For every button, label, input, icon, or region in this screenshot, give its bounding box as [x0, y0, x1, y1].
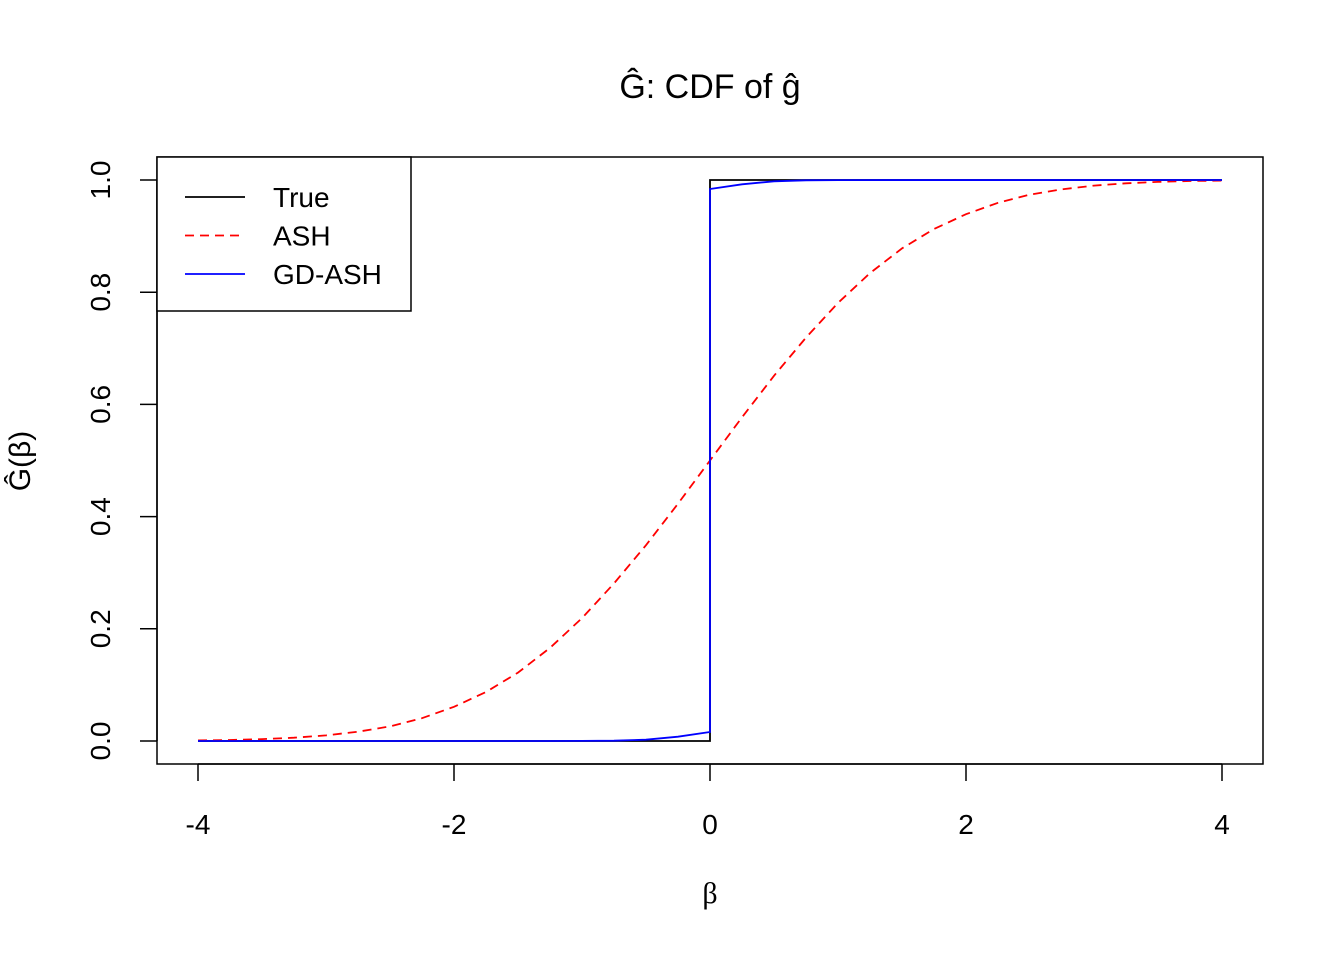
y-tick-label: 0.8	[85, 273, 116, 312]
y-tick-label: 0.2	[85, 609, 116, 648]
x-tick-label: -4	[186, 809, 211, 840]
y-axis: 0.0 0.2 0.4 0.6 0.8 1.0	[85, 161, 158, 761]
chart-title: Ĝ: CDF of ĝ	[619, 68, 800, 106]
legend: True ASH GD-ASH	[156, 156, 412, 312]
x-tick-label: -2	[442, 809, 467, 840]
legend-box	[156, 156, 412, 312]
legend-label: ASH	[273, 221, 331, 252]
x-tick-label: 4	[1214, 809, 1230, 840]
x-tick-label: 2	[958, 809, 974, 840]
y-tick-label: 0.4	[85, 497, 116, 536]
x-axis: -4 -2 0 2 4	[186, 763, 1230, 840]
y-tick-label: 1.0	[85, 161, 116, 200]
series-group	[197, 179, 1223, 742]
legend-label: True	[273, 182, 330, 213]
y-tick-label: 0.0	[85, 722, 116, 761]
series-line-gd-ash	[198, 179, 1223, 742]
x-axis-label: β	[702, 877, 717, 910]
x-tick-label: 0	[702, 809, 718, 840]
y-axis-label: Ĝ(β)	[3, 431, 37, 492]
legend-label: GD-ASH	[273, 259, 382, 290]
y-tick-label: 0.6	[85, 385, 116, 424]
